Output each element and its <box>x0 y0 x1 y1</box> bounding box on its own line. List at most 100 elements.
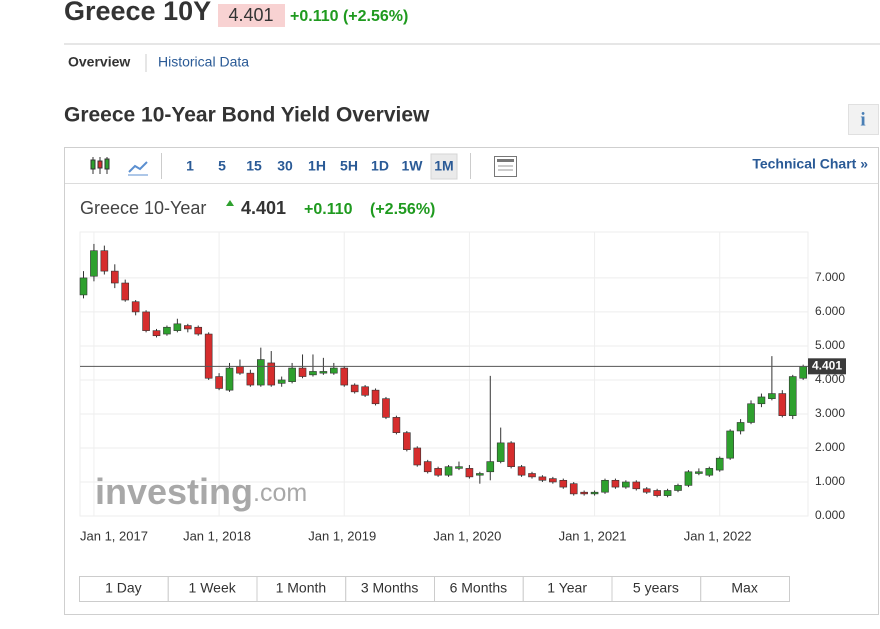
candle-body <box>455 466 463 469</box>
range-button[interactable] <box>256 576 347 602</box>
interval-selected <box>430 153 458 180</box>
range-label: Max <box>731 580 757 596</box>
y-tick-label: 4.000 <box>815 372 845 386</box>
candle-body <box>747 403 755 423</box>
candle-body <box>277 379 286 384</box>
interval-button[interactable]: 1H <box>308 158 326 174</box>
candle-body <box>184 325 192 330</box>
header-change: +0.110 (+2.56%) <box>290 8 408 25</box>
y-tick-label: 3.000 <box>815 406 845 420</box>
candle-body <box>361 386 369 396</box>
range-label: 1 Month <box>276 580 327 596</box>
candle-body <box>309 371 317 376</box>
candle-body <box>486 461 495 473</box>
candle-body <box>79 277 88 296</box>
candle-body <box>715 457 724 471</box>
range-button[interactable] <box>345 576 435 602</box>
candle-body <box>204 333 213 379</box>
candle-body <box>736 422 745 432</box>
candle-body <box>403 432 411 450</box>
y-tick-label: 1.000 <box>815 474 845 488</box>
x-tick-label: Jan 1, 2020 <box>433 528 501 543</box>
candle-body <box>788 376 797 416</box>
line-icon[interactable] <box>128 161 148 176</box>
candle-body <box>434 468 442 476</box>
range-button[interactable] <box>79 576 169 602</box>
candle-body <box>121 282 130 301</box>
candle-body <box>496 442 505 462</box>
tab-historical[interactable]: Historical Data <box>158 54 249 70</box>
tab-overview[interactable]: Overview <box>68 54 130 70</box>
candle-body <box>538 476 547 481</box>
instrument-title: Greece 10Y <box>64 0 211 26</box>
candle-body <box>340 367 349 386</box>
x-tick-label: Jan 1, 2021 <box>559 528 627 543</box>
interval-button[interactable]: 1 <box>186 158 194 174</box>
candle-body <box>319 371 328 374</box>
candle-body <box>267 362 276 386</box>
candle-body <box>152 330 161 337</box>
range-label: 1 Week <box>189 580 237 596</box>
candle-body <box>590 491 599 495</box>
interval-button[interactable]: 1D <box>371 158 389 174</box>
price-badge <box>218 4 285 27</box>
y-tick-label: 5.000 <box>815 338 845 352</box>
candle-body <box>528 473 536 478</box>
candle-body <box>632 481 641 490</box>
last-price-label: 4.401 <box>812 358 842 372</box>
range-label: 1 Day <box>105 580 142 596</box>
candle-body <box>611 479 620 488</box>
interval-button[interactable]: 1W <box>402 158 424 174</box>
candle-body <box>799 366 807 379</box>
range-label: 1 Year <box>547 580 587 596</box>
up-arrow <box>226 200 234 206</box>
candle-body <box>110 270 119 284</box>
range-label: 5 years <box>633 580 679 596</box>
y-tick-label: 7.000 <box>815 270 845 284</box>
candle-body <box>330 367 338 374</box>
chart-container <box>64 147 879 615</box>
interval-button[interactable]: 5 <box>218 158 226 174</box>
x-tick-label: Jan 1, 2022 <box>684 528 752 543</box>
candle-body <box>726 430 734 459</box>
candle-body <box>382 398 390 418</box>
candle-body <box>215 376 223 389</box>
technical-chart-link[interactable]: Technical Chart » <box>752 156 868 172</box>
section-title: Greece 10-Year Bond Yield Overview <box>64 104 430 127</box>
watermark-brand: investing <box>95 471 253 512</box>
candle-body <box>444 466 453 476</box>
candle-body <box>757 396 766 405</box>
info-icon: i <box>860 109 865 130</box>
candle-body <box>225 367 234 391</box>
info-button[interactable] <box>848 104 879 135</box>
interval-button[interactable]: 30 <box>277 158 293 174</box>
range-button[interactable] <box>700 576 790 602</box>
x-tick-label: Jan 1, 2019 <box>308 528 376 543</box>
candle-body <box>684 471 693 486</box>
watermark-domain: .com <box>253 479 307 507</box>
candle-body <box>298 367 307 377</box>
interval-button[interactable]: 5H <box>340 158 358 174</box>
candle-body <box>601 479 609 493</box>
candle-body <box>173 323 182 331</box>
range-button[interactable] <box>611 576 702 602</box>
legend-change: +0.110 <box>304 201 353 218</box>
range-button[interactable] <box>167 576 258 602</box>
interval-button[interactable]: 1M <box>434 158 453 174</box>
candle-body <box>350 384 359 393</box>
candle-body <box>100 250 109 272</box>
watermark: investing.com <box>95 471 307 512</box>
candle-body <box>423 461 432 473</box>
candle-icon[interactable] <box>90 157 110 174</box>
y-tick-label: 2.000 <box>815 440 845 454</box>
plot: 0.000 1.000 2.000 3.000 4.000 5.000 6.000 7.000… <box>79 231 846 543</box>
range-bar: 1 Day 1 Week 1 Month 3 Months 6 Months 1 Year… <box>79 576 790 602</box>
candle-body <box>580 491 588 495</box>
header-price: 4.401 <box>228 5 273 25</box>
candle-body <box>163 326 171 335</box>
candle-body <box>142 311 150 331</box>
interval-button[interactable]: 15 <box>246 158 262 174</box>
table-icon[interactable] <box>494 156 517 177</box>
